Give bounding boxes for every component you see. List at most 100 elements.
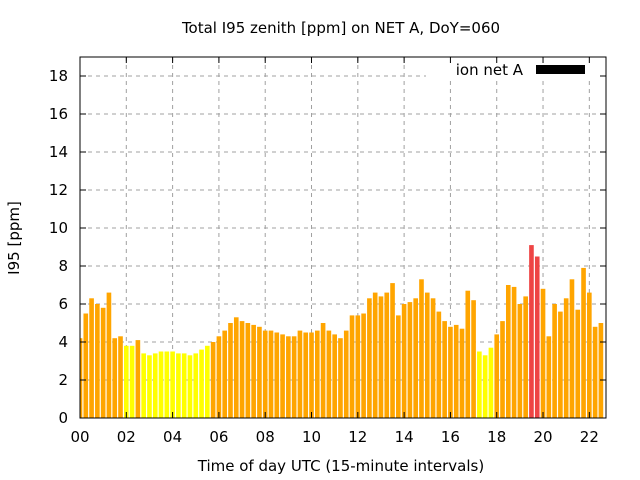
bar xyxy=(453,324,459,418)
bar xyxy=(367,298,372,418)
bar xyxy=(170,351,175,418)
y-tick-label: 6 xyxy=(58,295,68,313)
bar xyxy=(523,296,528,418)
bar xyxy=(135,340,141,418)
y-tick-label: 0 xyxy=(58,409,68,427)
bar xyxy=(436,311,442,418)
bar xyxy=(390,283,395,418)
bar xyxy=(309,332,314,418)
bar xyxy=(297,330,303,418)
bar xyxy=(129,345,135,418)
bar xyxy=(401,304,407,418)
bar xyxy=(372,292,378,418)
bar xyxy=(106,292,112,418)
bar xyxy=(587,292,592,418)
y-tick-label: 8 xyxy=(58,257,68,275)
bar xyxy=(199,349,204,418)
legend-swatch xyxy=(536,65,585,74)
bar xyxy=(303,332,309,418)
bar xyxy=(419,279,424,418)
bar xyxy=(581,267,586,418)
bar xyxy=(262,330,268,418)
bar xyxy=(222,330,228,418)
bar xyxy=(274,332,280,418)
bar xyxy=(500,321,505,418)
bar xyxy=(477,351,482,418)
bar xyxy=(291,336,297,418)
bar xyxy=(355,315,361,418)
x-tick-label: 20 xyxy=(533,428,552,446)
bar xyxy=(257,326,262,418)
bar xyxy=(540,288,546,418)
x-tick-label: 04 xyxy=(163,428,182,446)
bar xyxy=(517,304,523,418)
x-axis-label: Time of day UTC (15-minute intervals) xyxy=(197,457,484,475)
legend-bg xyxy=(426,58,604,80)
x-tick-label: 08 xyxy=(256,428,275,446)
bar xyxy=(349,315,355,418)
bar xyxy=(147,355,152,418)
bar xyxy=(569,279,575,418)
bar xyxy=(494,334,500,418)
x-tick-label: 10 xyxy=(302,428,321,446)
bar xyxy=(448,326,453,418)
bar xyxy=(152,353,158,418)
bar xyxy=(592,326,598,418)
bar xyxy=(442,321,447,418)
bar xyxy=(95,304,100,418)
bar xyxy=(210,342,216,418)
x-tick-label: 14 xyxy=(395,428,414,446)
x-tick-label: 02 xyxy=(117,428,136,446)
bar xyxy=(181,353,187,418)
bar xyxy=(459,328,465,418)
bar xyxy=(378,296,384,418)
bar xyxy=(251,324,256,418)
bar xyxy=(546,336,552,418)
y-tick-label: 18 xyxy=(49,67,68,85)
bar xyxy=(141,353,146,418)
bars xyxy=(80,245,604,418)
bar xyxy=(112,338,118,418)
bar xyxy=(193,353,199,418)
x-tick-label: 06 xyxy=(209,428,228,446)
bar xyxy=(384,292,390,418)
bar xyxy=(216,336,222,418)
y-tick-label: 14 xyxy=(49,143,68,161)
bar xyxy=(164,351,170,418)
bar xyxy=(187,355,193,418)
bar xyxy=(245,323,251,418)
bar xyxy=(424,292,430,418)
bar xyxy=(471,300,476,418)
x-tick-label: 22 xyxy=(580,428,599,446)
bar xyxy=(123,345,129,418)
bar xyxy=(396,315,401,418)
bar xyxy=(511,286,517,418)
bar xyxy=(176,353,181,418)
bar xyxy=(80,338,83,418)
bar xyxy=(158,351,164,418)
bar xyxy=(118,336,123,418)
bar xyxy=(529,245,534,418)
chart-title: Total I95 zenith [ppm] on NET A, DoY=060 xyxy=(181,19,500,37)
bar xyxy=(239,321,245,418)
bar xyxy=(430,298,436,418)
bar xyxy=(534,256,540,418)
x-tick-label: 16 xyxy=(441,428,460,446)
plot-frame xyxy=(79,56,607,419)
bar xyxy=(505,285,511,418)
bar xyxy=(488,347,494,418)
bar xyxy=(280,334,285,418)
y-tick-label: 12 xyxy=(49,181,68,199)
bar xyxy=(89,298,94,418)
bar xyxy=(407,302,413,418)
bar xyxy=(268,330,274,418)
bar xyxy=(563,298,569,418)
bar xyxy=(465,290,471,418)
x-axis: 00 02 04 06 08 10 12 14 16 18 20 22 xyxy=(70,57,599,446)
y-tick-label: 2 xyxy=(58,371,68,389)
x-tick-label: 00 xyxy=(70,428,89,446)
x-tick-label: 18 xyxy=(487,428,506,446)
x-tick-label: 12 xyxy=(348,428,367,446)
bar xyxy=(558,311,563,418)
